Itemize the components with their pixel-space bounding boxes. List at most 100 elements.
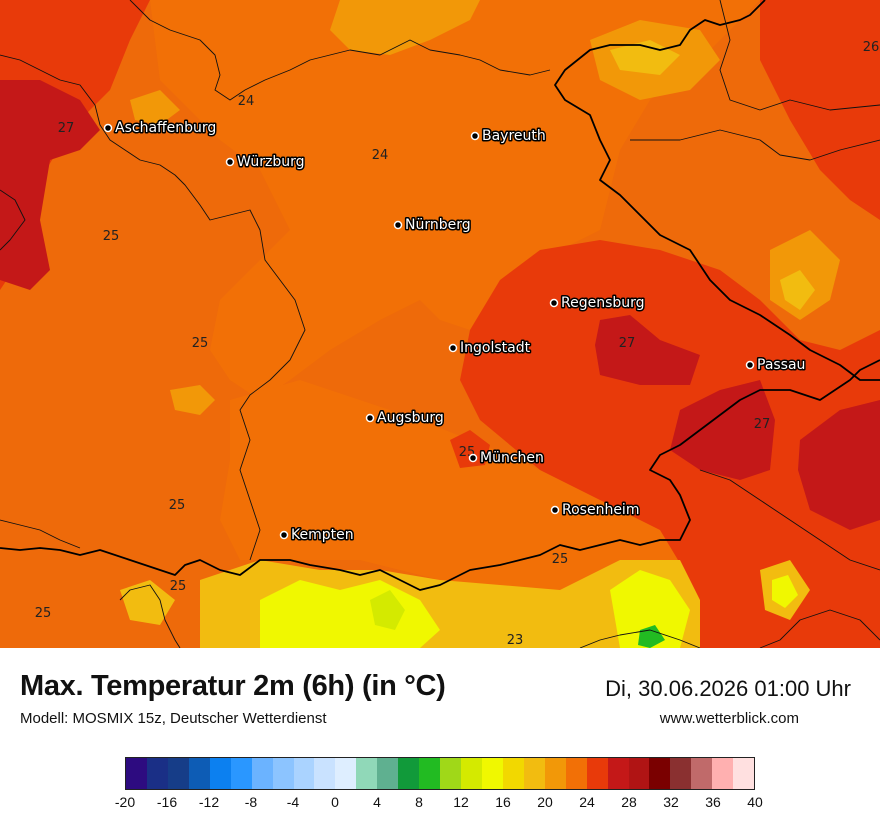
- legend-swatch: [126, 758, 147, 789]
- city-label: Kempten: [291, 527, 354, 543]
- city-markers: Aschaffenburg Würzburg Bayreuth Nürnberg Reg…: [103, 119, 807, 545]
- field-23-north: [330, 0, 480, 55]
- legend-swatch: [481, 758, 503, 789]
- field-26-northeast: [760, 0, 880, 220]
- field-23-nw: [130, 90, 180, 125]
- temperature-label: 25: [192, 336, 209, 351]
- city-marker[interactable]: Bayreuth: [470, 127, 547, 146]
- field-26-west: [0, 0, 150, 290]
- legend-swatch: [398, 758, 420, 789]
- legend-tick: 0: [331, 794, 339, 810]
- legend-swatch: [272, 758, 294, 789]
- field-26-muenchen: [450, 430, 490, 468]
- city-label: Regensburg: [561, 295, 645, 311]
- city-marker[interactable]: Aschaffenburg: [103, 119, 218, 138]
- legend-swatch: [712, 758, 734, 789]
- legend-swatch: [461, 758, 482, 789]
- city-marker[interactable]: Nürnberg: [393, 216, 472, 235]
- temperature-label: 27: [619, 336, 636, 351]
- legend-tick: 32: [663, 794, 679, 810]
- legend-swatch: [146, 758, 168, 789]
- field-22-southwest: [120, 580, 175, 625]
- city-dot: [468, 453, 478, 463]
- city-marker[interactable]: Ingolstadt: [448, 339, 532, 358]
- temperature-label: 26: [863, 40, 880, 55]
- legend-tick: 8: [415, 794, 423, 810]
- legend-swatch: [314, 758, 336, 789]
- legend-swatch: [335, 758, 357, 789]
- city-label: Bayreuth: [482, 128, 546, 144]
- map-title: Max. Temperatur 2m (6h) (in °C): [20, 670, 446, 702]
- field-27-west: [0, 80, 100, 290]
- city-marker[interactable]: Augsburg: [365, 409, 445, 428]
- city-marker[interactable]: München: [468, 449, 545, 468]
- legend-swatch: [607, 758, 629, 789]
- temperature-label: 25: [169, 498, 186, 513]
- city-label: Augsburg: [377, 410, 444, 426]
- legend-swatch: [230, 758, 252, 789]
- legend-tick: -4: [286, 794, 300, 810]
- city-dot: [365, 413, 375, 423]
- legend-tick: 20: [537, 794, 553, 810]
- city-marker[interactable]: Kempten: [279, 526, 355, 545]
- temperature-label: 23: [507, 633, 524, 648]
- field-23-west: [170, 385, 215, 415]
- legend-swatch: [440, 758, 461, 789]
- legend-tick: -8: [244, 794, 258, 810]
- city-dot: [448, 343, 458, 353]
- city-dot: [393, 220, 403, 230]
- state-borders: [0, 0, 880, 648]
- legend-swatch: [377, 758, 399, 789]
- website-link[interactable]: www.wetterblick.com: [659, 710, 799, 727]
- city-label: Nürnberg: [405, 217, 471, 233]
- legend-swatch: [691, 758, 713, 789]
- legend-tick: 40: [747, 794, 763, 810]
- legend-swatch: [586, 758, 608, 789]
- field-27-southeast: [670, 380, 775, 480]
- legend-swatch: [649, 758, 671, 789]
- field-24-central: [150, 0, 760, 400]
- city-label: Würzburg: [237, 154, 304, 170]
- field-24-south: [220, 380, 680, 620]
- legend-tick: 24: [579, 794, 595, 810]
- legend-tick: 28: [621, 794, 637, 810]
- city-label: Aschaffenburg: [115, 120, 216, 136]
- legend-tick: -16: [156, 794, 178, 810]
- legend-swatch: [565, 758, 587, 789]
- legend-swatch: [188, 758, 210, 789]
- legend-tick: 12: [453, 794, 469, 810]
- legend-tick: -20: [114, 794, 136, 810]
- city-dot: [103, 123, 113, 133]
- city-dot: [550, 505, 560, 515]
- legend-swatch: [167, 758, 189, 789]
- legend-swatch: [419, 758, 441, 789]
- legend-tick: 36: [705, 794, 721, 810]
- field-22-east: [780, 270, 815, 310]
- country-borders: [0, 0, 880, 591]
- city-marker[interactable]: Regensburg: [549, 294, 646, 313]
- field-27-regensburg: [595, 315, 700, 385]
- legend-swatch: [209, 758, 231, 789]
- field-27-east: [798, 400, 880, 530]
- legend-tick: 4: [373, 794, 381, 810]
- temperature-label: 25: [103, 229, 120, 244]
- legend-swatch: [544, 758, 566, 789]
- city-marker[interactable]: Würzburg: [225, 153, 306, 172]
- legend-swatch: [523, 758, 545, 789]
- city-label: Rosenheim: [562, 502, 639, 518]
- legend-swatch: [628, 758, 650, 789]
- legend-swatch: [733, 758, 755, 789]
- legend-tick: 16: [495, 794, 511, 810]
- field-26-mid: [460, 240, 880, 648]
- info-panel: Max. Temperatur 2m (6h) (in °C) Modell: …: [0, 648, 880, 830]
- city-marker[interactable]: Passau: [745, 356, 807, 375]
- legend-tick-labels: -20 -16 -12 -8 -4 0 4 8 12 16 20 24 28 32 36 40: [115, 794, 763, 814]
- city-marker[interactable]: Rosenheim: [550, 501, 641, 520]
- legend-swatch: [251, 758, 273, 789]
- city-dot: [225, 157, 235, 167]
- temperature-map[interactable]: 24 27 24 25 25 27 27 25 25 25 25 23 26 25 Aschaffenbu…: [0, 0, 880, 648]
- legend-swatch: [670, 758, 692, 789]
- city-label: München: [480, 450, 544, 466]
- temperature-label: 24: [238, 94, 255, 109]
